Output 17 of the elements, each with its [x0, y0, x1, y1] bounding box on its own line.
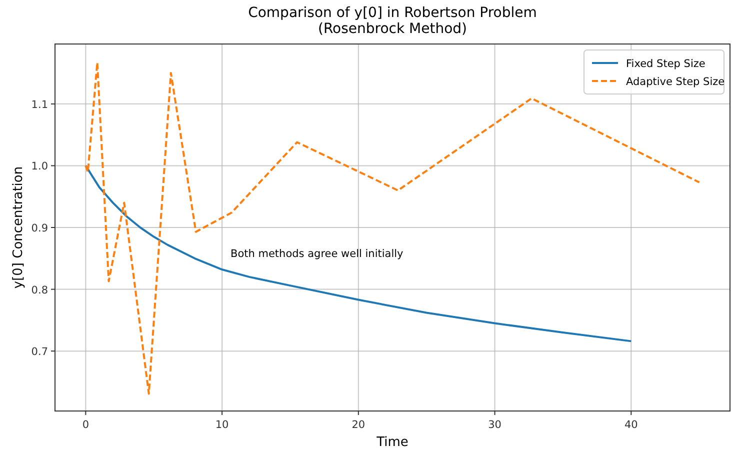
y-axis-title: y[0] Concentration: [11, 166, 26, 289]
legend-label: Fixed Step Size: [626, 58, 706, 70]
x-tick-label: 30: [488, 419, 502, 431]
line-series: [84, 164, 632, 342]
x-tick-label: 10: [215, 419, 229, 431]
y-tick-label: 0.8: [31, 284, 48, 296]
y-tick-label: 1.0: [31, 160, 48, 173]
x-tick-label: 40: [624, 419, 638, 431]
legend-label: Adaptive Step Size: [626, 76, 725, 88]
chart-title: Comparison of y[0] in Robertson Problem (Rosenbrock Method): [248, 5, 537, 37]
x-axis-title: Time: [376, 435, 408, 450]
y-tick-label: 1.1: [31, 98, 48, 111]
y-tick-label: 0.9: [31, 222, 48, 234]
x-tick-label: 0: [82, 419, 90, 431]
annotation: Both methods agree well initially: [230, 248, 404, 260]
x-tick-label: 20: [352, 419, 366, 431]
y-tick-label: 0.7: [31, 346, 48, 358]
